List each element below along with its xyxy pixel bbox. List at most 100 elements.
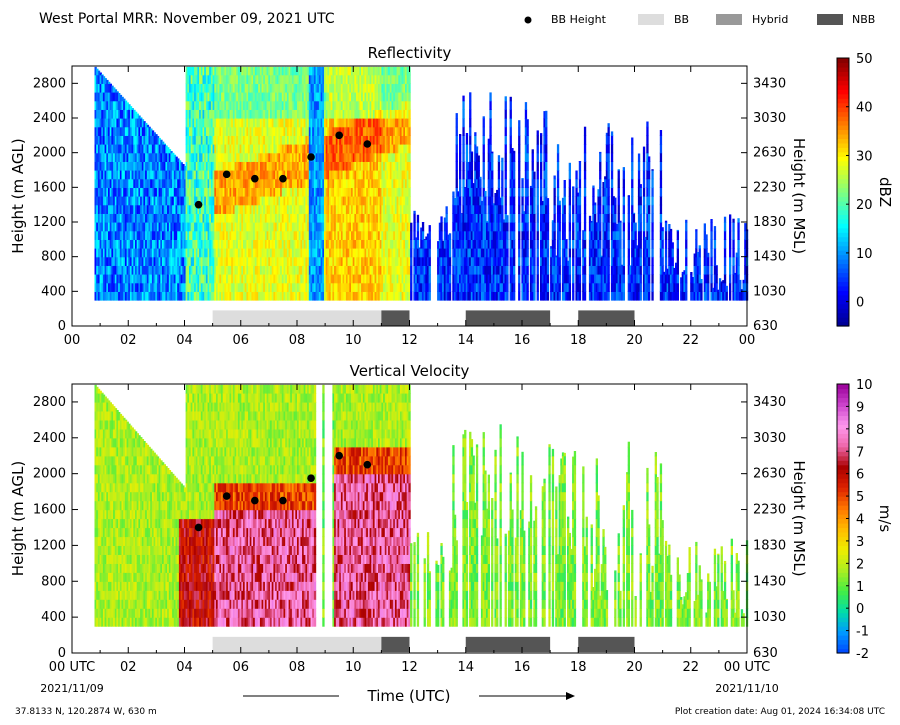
heatmap-cell bbox=[308, 83, 312, 93]
heatmap-cell bbox=[217, 109, 220, 119]
heatmap-cell bbox=[121, 100, 124, 110]
heatmap-cell bbox=[415, 237, 418, 240]
heatmap-cell bbox=[349, 213, 352, 223]
heatmap-cell bbox=[378, 248, 381, 258]
heatmap-cell bbox=[210, 187, 214, 197]
heatmap-cell bbox=[455, 230, 458, 240]
heatmap-cell bbox=[231, 66, 234, 76]
heatmap-cell bbox=[374, 256, 377, 266]
heatmap-cell bbox=[389, 239, 393, 249]
heatmap-cell bbox=[327, 248, 330, 258]
heatmap-cell bbox=[239, 265, 242, 275]
heatmap-cell bbox=[310, 170, 313, 180]
heatmap-cell bbox=[315, 170, 318, 180]
heatmap-cell bbox=[189, 248, 192, 258]
heatmap-cell bbox=[372, 126, 376, 136]
heatmap-cell bbox=[219, 66, 222, 76]
heatmap-cell bbox=[369, 213, 372, 223]
heatmap-cell bbox=[205, 66, 209, 76]
heatmap-cell bbox=[123, 248, 126, 258]
heatmap-cell bbox=[315, 265, 318, 275]
heatmap-cell bbox=[357, 74, 360, 84]
heatmap-cell bbox=[324, 92, 327, 102]
heatmap-cell bbox=[330, 256, 333, 266]
heatmap-cell bbox=[113, 256, 116, 266]
heatmap-cell bbox=[320, 230, 323, 240]
heatmap-cell bbox=[207, 109, 210, 119]
heatmap-cell bbox=[172, 222, 175, 232]
heatmap-cell bbox=[271, 109, 274, 119]
heatmap-cell bbox=[189, 265, 192, 275]
heatmap-cell bbox=[222, 248, 225, 258]
heatmap-cell bbox=[437, 265, 440, 275]
heatmap-cell bbox=[342, 161, 345, 171]
heatmap-cell bbox=[199, 256, 202, 266]
heatmap-cell bbox=[369, 204, 372, 214]
heatmap-cell bbox=[182, 256, 185, 266]
heatmap-cell bbox=[347, 248, 350, 258]
heatmap-cell bbox=[300, 204, 303, 214]
heatmap-cell bbox=[251, 274, 254, 284]
heatmap-cell bbox=[408, 204, 411, 214]
heatmap-cell bbox=[182, 265, 185, 275]
heatmap-cell bbox=[401, 239, 404, 249]
heatmap-cell bbox=[118, 93, 121, 102]
heatmap-cell bbox=[357, 187, 360, 197]
heatmap-cell bbox=[214, 291, 217, 301]
heatmap-cell bbox=[327, 187, 330, 197]
heatmap-cell bbox=[378, 66, 381, 76]
heatmap-cell bbox=[172, 274, 175, 284]
heatmap-cell bbox=[192, 248, 195, 258]
heatmap-cell bbox=[394, 170, 398, 180]
heatmap-cell bbox=[320, 170, 323, 180]
heatmap-cell bbox=[146, 213, 150, 223]
heatmap-cell bbox=[285, 222, 288, 232]
heatmap-cell bbox=[337, 92, 340, 102]
heatmap-cell bbox=[384, 282, 388, 292]
heatmap-cell bbox=[167, 265, 170, 275]
heatmap-cell bbox=[298, 230, 301, 240]
heatmap-cell bbox=[388, 126, 391, 136]
heatmap-cell bbox=[261, 92, 264, 102]
heatmap-cell bbox=[244, 256, 247, 266]
heatmap-cell bbox=[303, 222, 306, 232]
heatmap-cell bbox=[241, 135, 244, 145]
heatmap-cell bbox=[222, 92, 225, 102]
heatmap-cell bbox=[345, 204, 349, 214]
heatmap-cell bbox=[226, 239, 229, 249]
heatmap-cell bbox=[325, 161, 328, 171]
heatmap-cell bbox=[133, 144, 136, 154]
heatmap-cell bbox=[264, 135, 268, 145]
heatmap-cell bbox=[219, 109, 222, 119]
heatmap-cell bbox=[278, 291, 281, 301]
heatmap-cell bbox=[190, 152, 193, 162]
heatmap-cell bbox=[133, 161, 136, 171]
heatmap-cell bbox=[359, 83, 362, 93]
heatmap-cell bbox=[135, 118, 138, 128]
heatmap-cell bbox=[327, 144, 330, 154]
heatmap-cell bbox=[187, 135, 190, 145]
heatmap-cell bbox=[263, 230, 266, 240]
heatmap-cell bbox=[388, 144, 391, 154]
heatmap-cell bbox=[386, 66, 389, 76]
heatmap-cell bbox=[199, 92, 202, 102]
heatmap-cell bbox=[170, 265, 173, 275]
heatmap-cell bbox=[408, 222, 411, 232]
heatmap-cell bbox=[160, 230, 163, 240]
heatmap-cell bbox=[378, 239, 381, 249]
heatmap-cell bbox=[221, 118, 224, 128]
heatmap-cell bbox=[249, 239, 252, 249]
heatmap-cell bbox=[234, 178, 237, 188]
heatmap-cell bbox=[261, 126, 264, 136]
heatmap-cell bbox=[97, 118, 101, 128]
heatmap-cell bbox=[293, 248, 296, 258]
heatmap-cell bbox=[438, 248, 442, 258]
heatmap-cell bbox=[173, 256, 177, 266]
heatmap-cell bbox=[297, 204, 300, 214]
heatmap-cell bbox=[270, 239, 273, 249]
heatmap-cell bbox=[212, 265, 215, 275]
heatmap-cell bbox=[153, 204, 156, 214]
heatmap-cell bbox=[339, 118, 342, 128]
heatmap-cell bbox=[276, 248, 279, 258]
heatmap-cell bbox=[371, 118, 374, 128]
